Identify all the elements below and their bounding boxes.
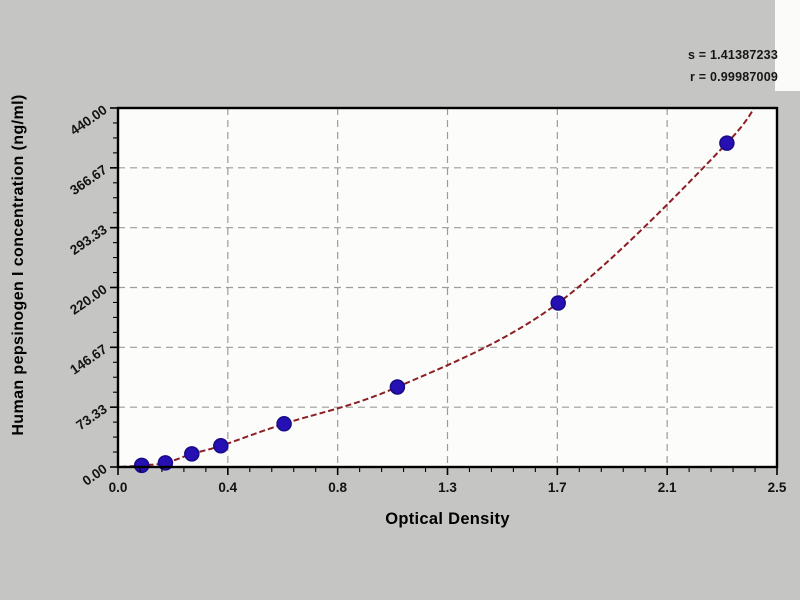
x-tick-label: 0.4: [218, 480, 237, 495]
stat-s-value: s = 1.41387233: [687, 48, 778, 62]
x-tick-label: 0.8: [328, 480, 347, 495]
top-right-white-strip: [775, 0, 800, 91]
x-tick-label: 0.0: [109, 480, 128, 495]
plot-frame: [116, 106, 779, 469]
y-tick-label: 220.00: [67, 282, 109, 318]
data-point: [213, 438, 229, 454]
y-tick-label: 0.00: [80, 461, 110, 488]
data-point: [550, 295, 566, 311]
x-axis-title: Optical Density: [385, 510, 510, 528]
x-tick-label: 2.5: [768, 480, 787, 495]
y-tick-label: 146.67: [67, 342, 109, 378]
fit-statistics: s = 1.41387233 r = 0.99987009: [558, 44, 778, 88]
x-tick-label: 2.1: [658, 480, 677, 495]
stat-r-value: r = 0.99987009: [690, 70, 778, 84]
data-point: [184, 446, 200, 462]
y-tick-label: 366.67: [67, 162, 109, 198]
data-point: [389, 379, 406, 395]
y-tick-label: 73.33: [73, 401, 110, 433]
y-tick-label: 440.00: [67, 102, 109, 138]
data-point: [133, 457, 150, 474]
x-tick-label: 1.7: [548, 480, 567, 495]
x-tick-label: 1.3: [438, 480, 457, 495]
data-point: [276, 416, 292, 432]
data-point: [719, 135, 735, 151]
fit-curve: [120, 109, 755, 466]
y-tick-label: 293.33: [67, 222, 110, 258]
